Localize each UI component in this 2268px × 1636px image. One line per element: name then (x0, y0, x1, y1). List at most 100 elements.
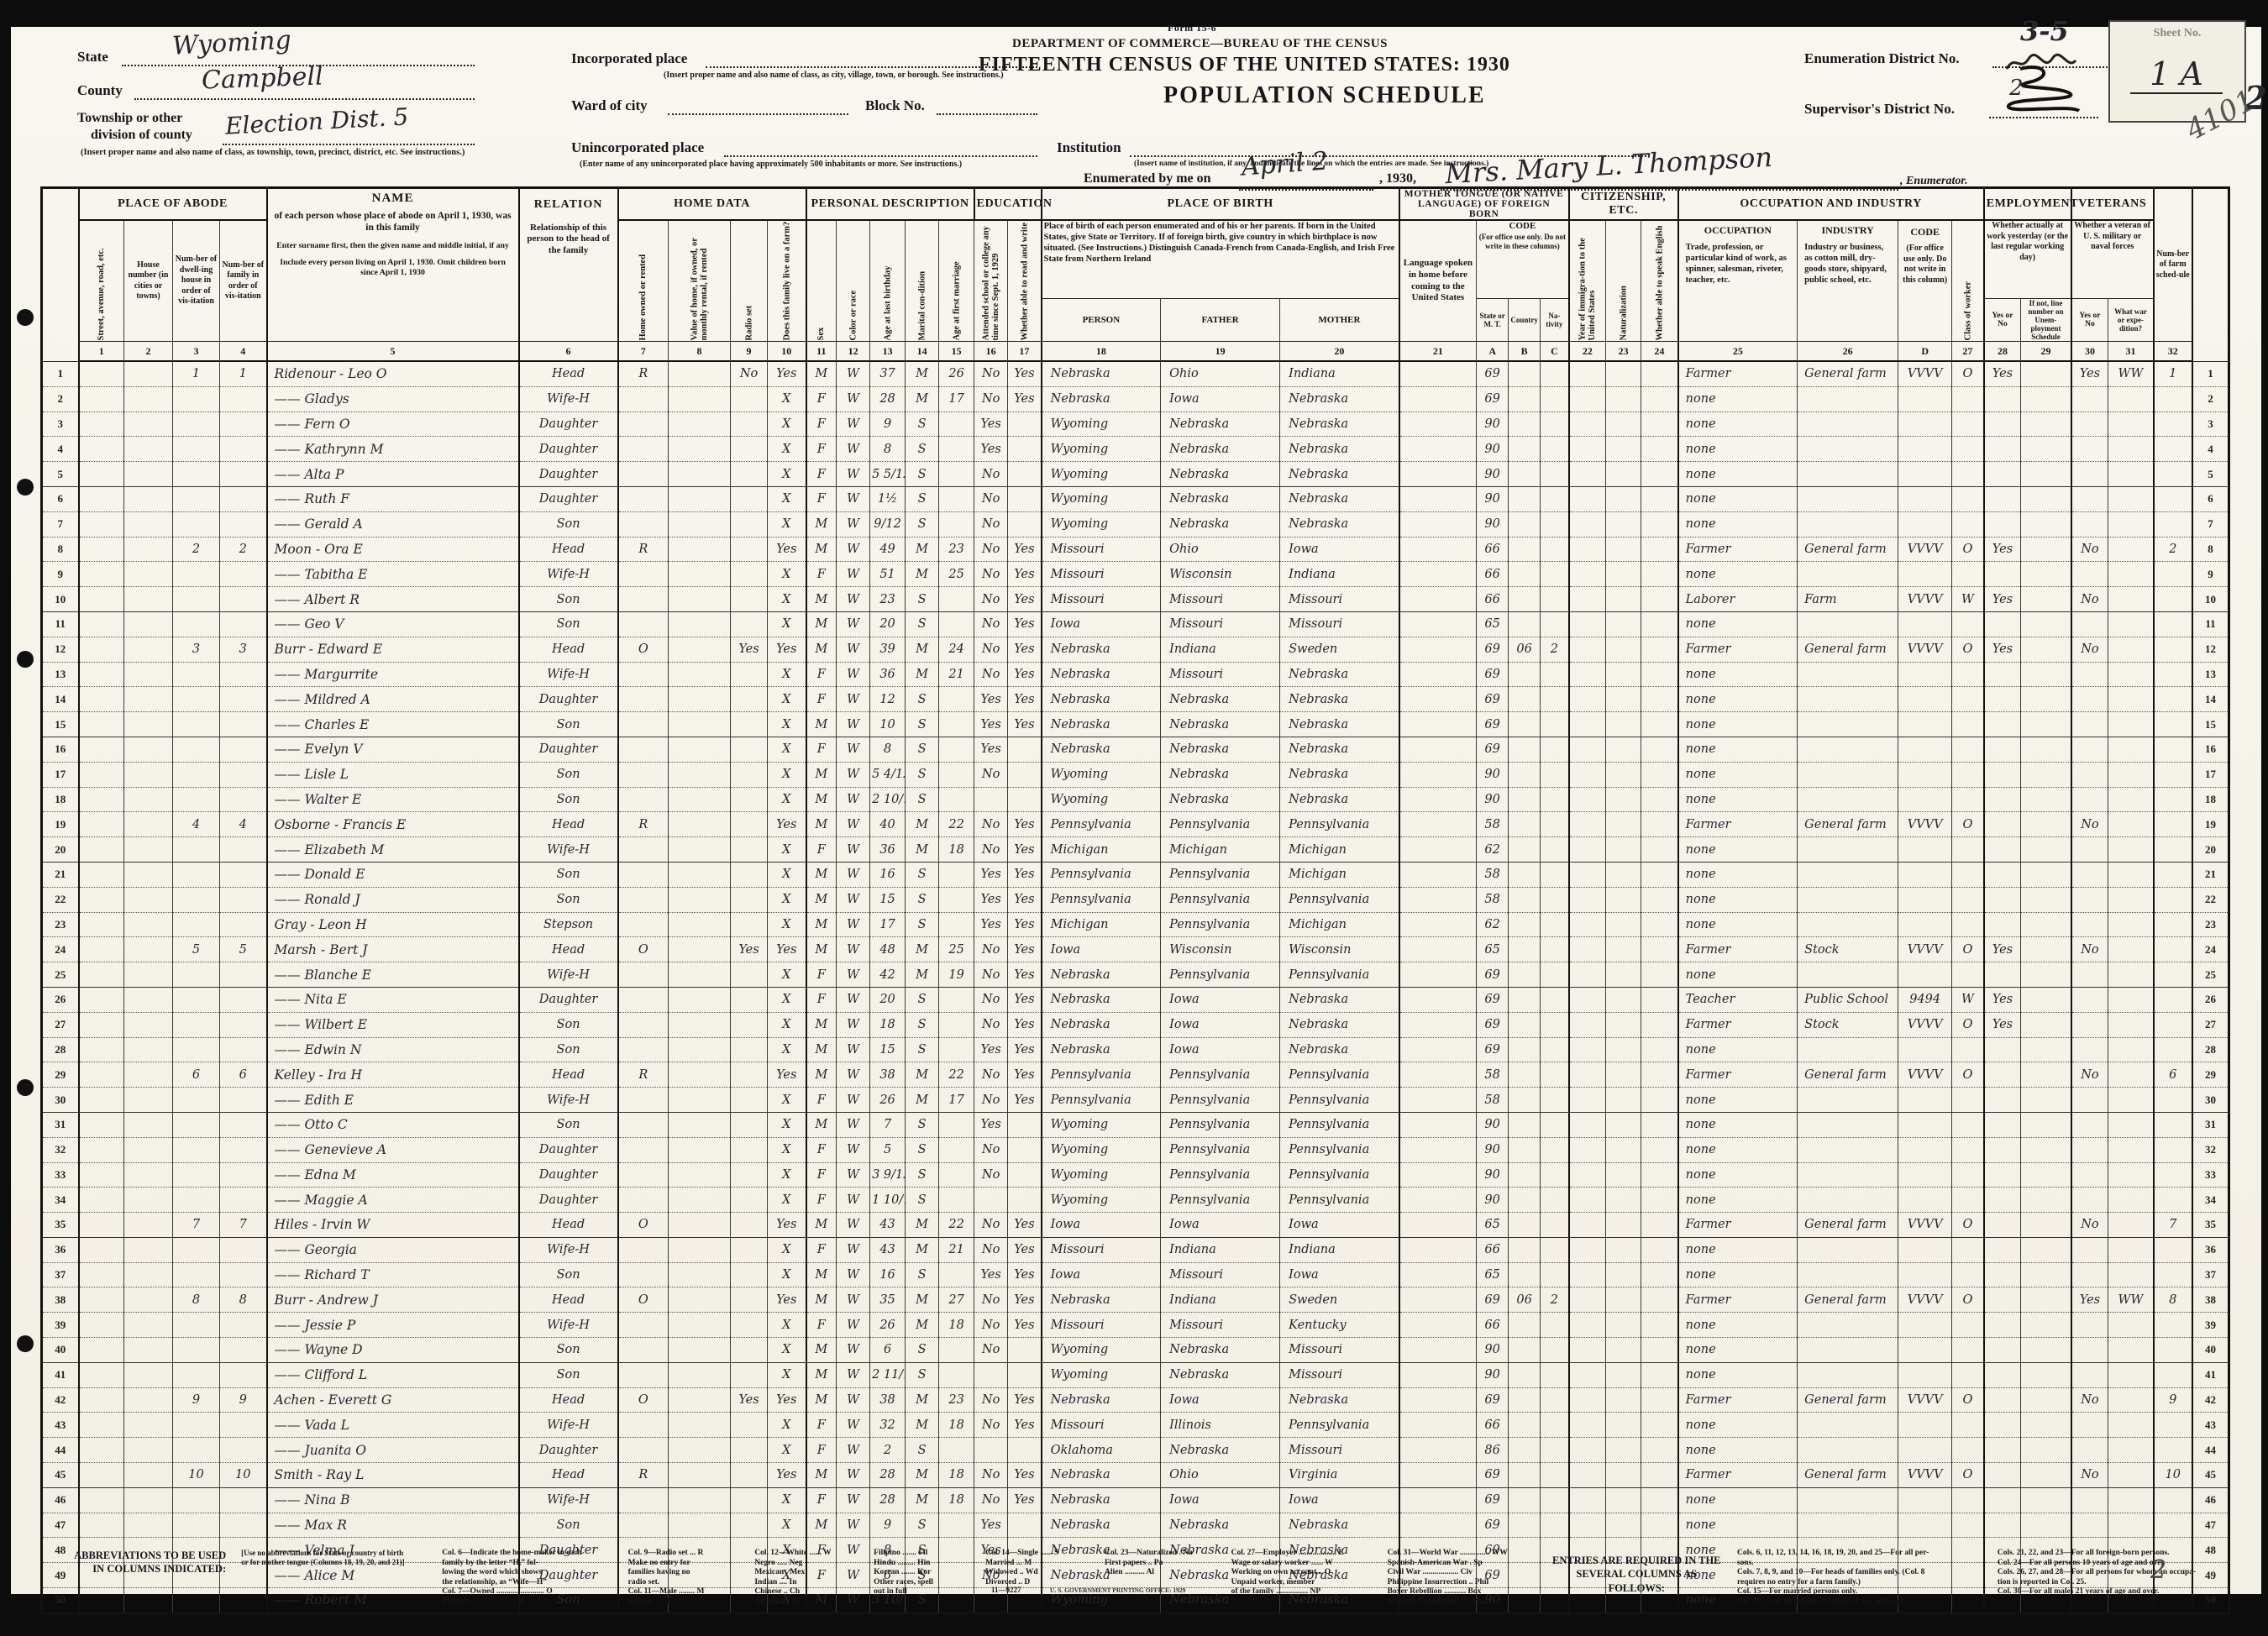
cell: —— Lisle L (266, 762, 520, 788)
cell (617, 1237, 669, 1263)
cell: Wyoming (1041, 1137, 1162, 1163)
cell: Wife-H (518, 386, 619, 412)
cell (1399, 887, 1478, 913)
cell: Yes (767, 1462, 807, 1488)
cell: Michigan (1279, 862, 1400, 888)
cell (1568, 1212, 1607, 1238)
cell (1983, 662, 2022, 688)
department-line: DEPARTMENT OF COMMERCE—BUREAU OF THE CEN… (1012, 37, 1388, 50)
cell (1641, 936, 1679, 963)
col-num: 4 (219, 341, 268, 362)
cell (1399, 1513, 1478, 1539)
cell (1951, 1513, 1985, 1539)
cell (1540, 1137, 1570, 1163)
cell (2071, 1312, 2109, 1339)
cell (1605, 762, 1642, 788)
cell (172, 586, 220, 612)
cell (2071, 1262, 2109, 1288)
cell (2020, 1062, 2072, 1088)
cell: Farmer (1677, 1462, 1798, 1488)
cell (219, 711, 268, 737)
col-num: 16 (974, 341, 1009, 362)
cell (2108, 1387, 2155, 1413)
cell: M (806, 711, 837, 737)
cell: X (767, 912, 807, 938)
cell (730, 1137, 769, 1163)
cell: X (767, 1137, 807, 1163)
cell (1898, 1562, 1953, 1589)
cell (2153, 511, 2193, 537)
cell: Missouri (1041, 537, 1162, 563)
cell (172, 1337, 220, 1363)
cell (1983, 1362, 2022, 1388)
cell: Sweden (1279, 637, 1400, 663)
cell (123, 1037, 173, 1063)
cell: Iowa (1041, 936, 1162, 963)
cell: Iowa (1279, 537, 1400, 563)
cell (1540, 386, 1570, 412)
cell (123, 1462, 173, 1488)
cell (1797, 787, 1899, 813)
cell: Wife-H (518, 1237, 619, 1263)
col-30-header: Yes or No (2071, 298, 2109, 342)
cell (1540, 511, 1570, 537)
cell: Pennsylvania (1279, 1062, 1400, 1088)
cell (668, 436, 732, 463)
cell (1797, 1162, 1899, 1188)
cell: 3 (219, 637, 268, 663)
cell (1898, 611, 1953, 637)
cell (1568, 1462, 1607, 1488)
cell (1399, 1537, 1478, 1564)
cell: Yes (1007, 1062, 1042, 1088)
cell: none (1677, 1087, 1798, 1113)
cell: none (1677, 1262, 1798, 1288)
cell: Osborne - Francis E (266, 811, 520, 838)
cell (1641, 412, 1679, 438)
cell (1898, 787, 1953, 813)
cell (78, 1062, 124, 1088)
line-number: 11 (2192, 611, 2230, 637)
group-citizenship: CITIZENSHIP, ETC. (1568, 187, 1679, 221)
cell (1951, 1087, 1985, 1113)
cell: Wyoming (1041, 1362, 1162, 1388)
table-row: 1 1 1 Ridenour - Leo O Head R No Yes M W 37 M 26 No Ye… (41, 361, 2230, 387)
legend-col6-7: Col. 6—Indicate the home-maker in each f… (442, 1549, 582, 1606)
cell: none (1677, 1487, 1798, 1513)
cell (1983, 1237, 2022, 1263)
cell (1399, 1437, 1478, 1464)
cell (1951, 1137, 1985, 1163)
cell: M (905, 662, 940, 688)
cell: —— Mildred A (266, 686, 520, 713)
cell (1983, 787, 2022, 813)
cell: M (806, 1037, 837, 1063)
cell (123, 787, 173, 813)
cell: W (836, 1387, 871, 1413)
cell: Nebraska (1160, 1562, 1281, 1589)
cell: No (974, 1562, 1009, 1589)
line-number: 41 (2192, 1362, 2230, 1388)
cell: W (836, 1037, 871, 1063)
cell (1797, 511, 1899, 537)
cell (1568, 511, 1607, 537)
cell (1605, 936, 1642, 963)
cell (1951, 1437, 1985, 1464)
cell (1605, 1487, 1642, 1513)
cell: Yes (1983, 586, 2022, 612)
cell (123, 1212, 173, 1238)
cell (2071, 962, 2109, 988)
cell (1540, 662, 1570, 688)
cell: F (806, 1312, 837, 1339)
cell (1540, 361, 1570, 387)
cell: Iowa (1279, 1212, 1400, 1238)
cell (123, 1012, 173, 1038)
cell (1641, 1237, 1679, 1263)
cell (1399, 686, 1478, 713)
cell: 18 (938, 836, 975, 863)
employment-desc: Whether actually at work yesterday (or t… (1983, 220, 2072, 299)
cell (78, 936, 124, 963)
cell: W (836, 1537, 871, 1564)
cell: 69 (1476, 386, 1509, 412)
cell (1540, 611, 1570, 637)
cell: none (1677, 962, 1798, 988)
cell (617, 1262, 669, 1288)
